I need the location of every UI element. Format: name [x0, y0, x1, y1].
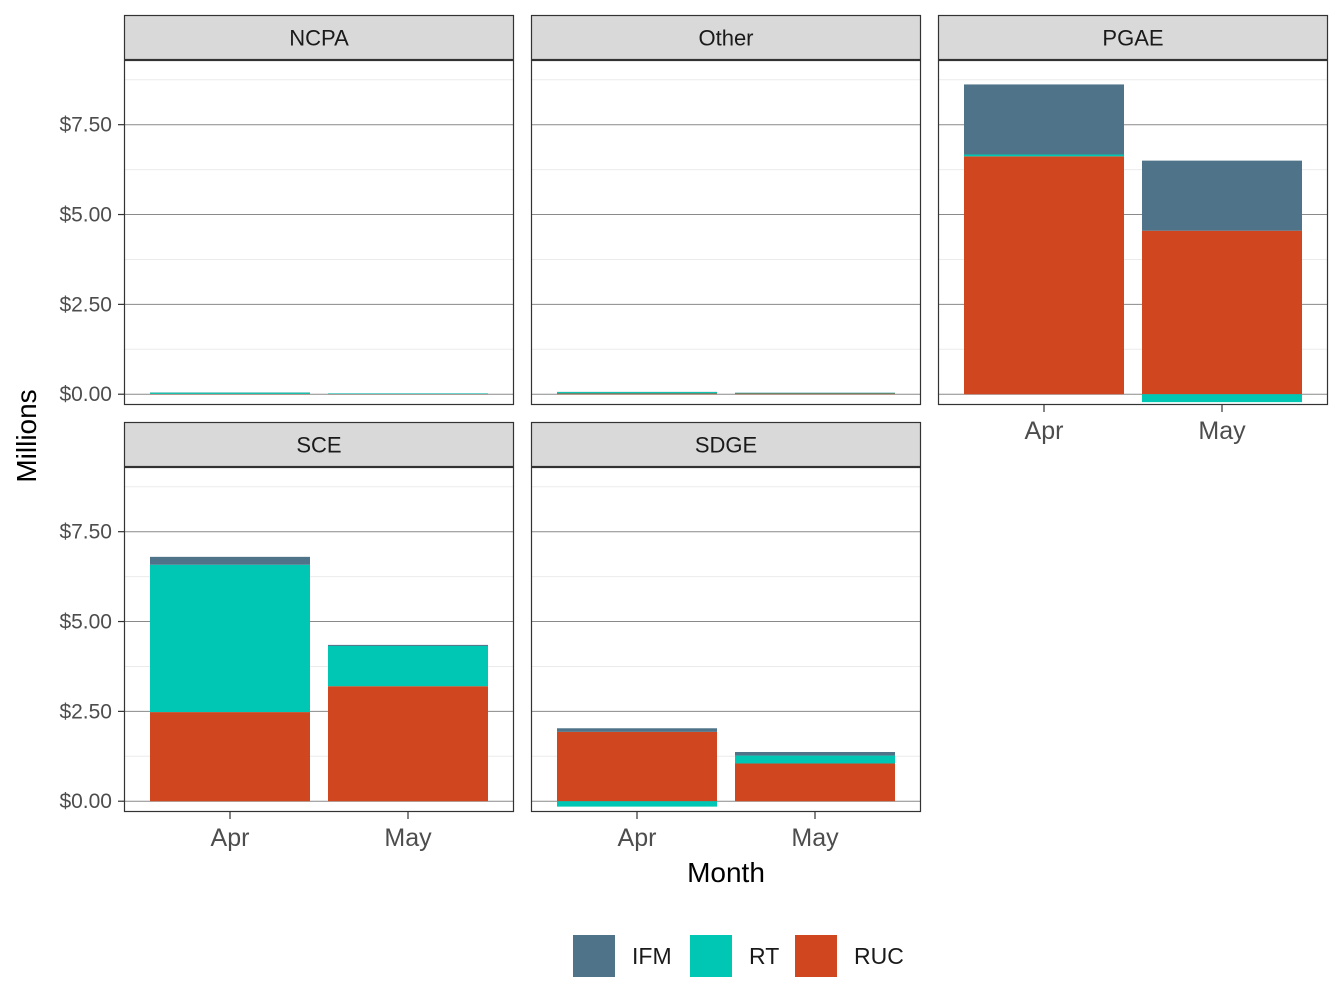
panel-border	[123, 59, 515, 406]
legend-swatch-ruc	[795, 935, 837, 977]
bar-pgae-may-ifm	[1142, 160, 1302, 231]
strip-label-ncpa: NCPA	[289, 26, 349, 51]
strip-pgae	[937, 14, 1329, 61]
bar-other-apr-rt	[557, 392, 717, 394]
panel-sce: SCE $0.00 $2.50 $5.00 $7.50 Apr May	[59, 421, 515, 852]
panel-background	[531, 60, 921, 405]
legend-item-ifm: IFM	[573, 935, 672, 977]
panel-border	[530, 466, 922, 813]
bar-sdge-apr-ifm	[557, 728, 717, 732]
bar-sdge-apr-rt	[557, 801, 717, 807]
y-tick-label: $7.50	[59, 114, 112, 137]
y-tick-label: $2.50	[59, 700, 112, 723]
legend-label-rt: RT	[749, 943, 779, 969]
bar-pgae-may-ruc	[1142, 230, 1302, 395]
panel-ncpa: NCPA $0.00 $2.50 $5.00 $7.50	[59, 14, 515, 406]
strip-ncpa	[123, 14, 515, 61]
bar-other-may-ruc	[735, 393, 895, 395]
y-tick-label: $2.50	[59, 293, 112, 316]
strip-label-pgae: PGAE	[1102, 26, 1163, 51]
panel-background	[124, 60, 514, 405]
y-tick-label: $0.00	[59, 383, 112, 406]
y-tick-label: $0.00	[59, 790, 112, 813]
bar-sdge-may-rt	[735, 755, 895, 764]
bar-other-apr-ruc	[557, 393, 717, 395]
strip-other	[530, 14, 922, 61]
panel-sdge: SDGE Apr May	[530, 421, 922, 852]
panel-pgae: PGAE Apr May	[937, 14, 1329, 445]
x-tick-label-may: May	[1198, 417, 1246, 445]
legend-swatch-ifm	[573, 935, 615, 977]
strip-label-other: Other	[698, 26, 753, 51]
legend-swatch-rt	[690, 935, 732, 977]
bar-pgae-apr-rt	[964, 154, 1124, 157]
panel-other: Other	[530, 14, 922, 406]
bar-ncpa-apr-rt	[150, 392, 310, 394]
strip-sdge	[530, 421, 922, 468]
panel-border	[123, 466, 515, 813]
bar-sdge-may-ifm	[735, 751, 895, 756]
y-tick-label: $5.00	[59, 611, 112, 634]
bar-sdge-apr-ruc	[557, 731, 717, 802]
bar-sce-may-ruc	[328, 686, 488, 802]
bar-sce-may-rt	[328, 645, 488, 687]
panel-border	[937, 59, 1329, 406]
strip-label-sdge: SDGE	[695, 433, 757, 458]
bar-ncpa-may-rt	[328, 393, 488, 395]
panel-border	[530, 59, 922, 406]
bar-pgae-apr-ruc	[964, 156, 1124, 395]
legend-item-rt: RT	[690, 935, 779, 977]
bar-pgae-may-rt	[1142, 394, 1302, 403]
x-tick-label-may: May	[384, 824, 432, 852]
bar-sce-apr-rt	[150, 564, 310, 713]
y-tick-label: $7.50	[59, 521, 112, 544]
legend-label-ruc: RUC	[854, 943, 904, 969]
x-tick-label-may: May	[791, 824, 839, 852]
strip-label-sce: SCE	[296, 433, 341, 458]
x-axis-title: Month	[687, 857, 765, 888]
bar-sce-apr-ruc	[150, 712, 310, 802]
legend-label-ifm: IFM	[632, 943, 672, 969]
bar-sdge-may-ruc	[735, 763, 895, 802]
legend-item-ruc: RUC	[795, 935, 904, 977]
bar-sce-apr-ifm	[150, 556, 310, 565]
strip-sce	[123, 421, 515, 468]
y-axis-title: Millions	[11, 389, 42, 482]
y-tick-label: $5.00	[59, 204, 112, 227]
bar-pgae-apr-ifm	[964, 84, 1124, 155]
bar-other-may-rt	[735, 392, 895, 394]
legend: IFM RT RUC	[573, 935, 904, 977]
x-tick-label-apr: Apr	[618, 824, 657, 852]
bar-sce-may-ifm	[328, 644, 488, 646]
x-tick-label-apr: Apr	[1025, 417, 1064, 445]
x-tick-label-apr: Apr	[211, 824, 250, 852]
